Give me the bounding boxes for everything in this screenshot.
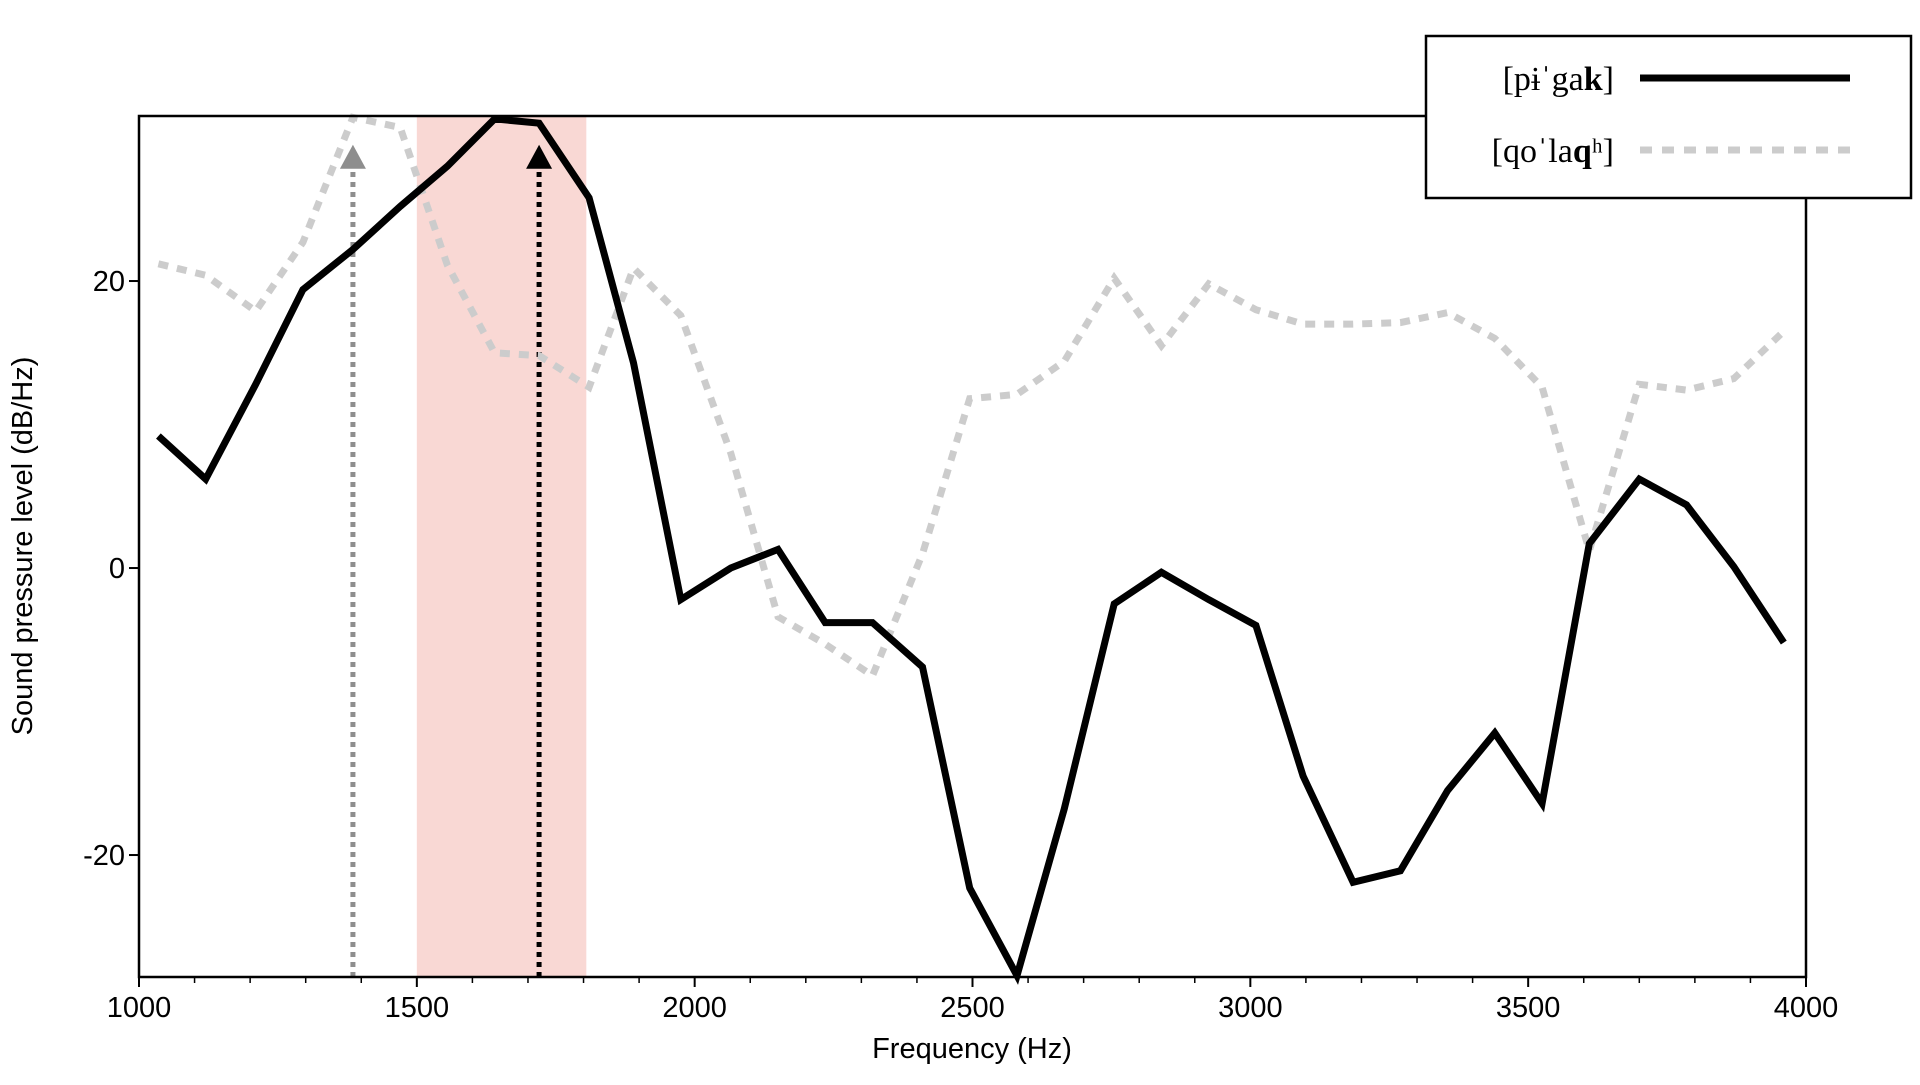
y-tick-label: 20 — [93, 266, 125, 298]
y-axis-label: Sound pressure level (dB/Hz) — [7, 357, 39, 736]
legend: [pɨˈgak] [qoˈlaqʰ] — [1426, 36, 1911, 198]
x-tick-label: 3000 — [1218, 992, 1283, 1024]
legend-label: [qoˈlaqʰ] — [1492, 133, 1614, 170]
y-tick-label: 0 — [109, 553, 125, 585]
x-tick-label: 2500 — [940, 992, 1005, 1024]
plot-frame — [139, 116, 1806, 977]
x-tick-label: 1000 — [107, 992, 172, 1024]
x-tick-label: 1500 — [385, 992, 450, 1024]
legend-box — [1426, 36, 1911, 198]
x-tick-label: 4000 — [1774, 992, 1839, 1024]
marker-arrowhead — [340, 145, 366, 169]
y-tick-label: -20 — [83, 840, 125, 872]
x-tick-label: 3500 — [1496, 992, 1561, 1024]
x-axis-label: Frequency (Hz) — [872, 1033, 1072, 1065]
series-line-1 — [158, 119, 1783, 976]
legend-label: [pɨˈgak] — [1503, 61, 1614, 98]
x-tick-label: 2000 — [662, 992, 727, 1024]
